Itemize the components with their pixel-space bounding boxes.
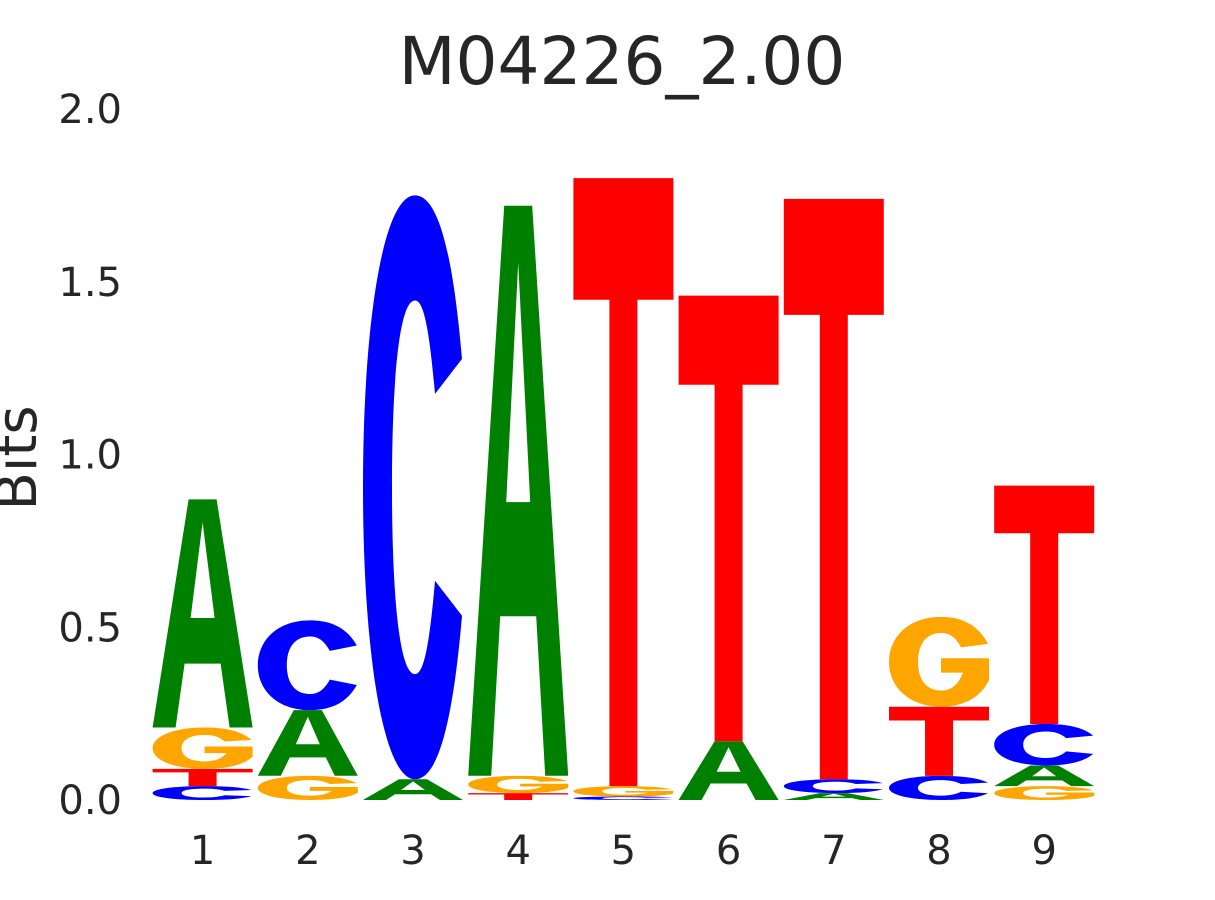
logo-letter-t — [678, 295, 779, 742]
x-tick-label: 1 — [190, 828, 215, 874]
logo-letter-t — [573, 178, 674, 787]
x-tick-label: 8 — [926, 828, 951, 874]
logo-letter-c — [257, 620, 357, 711]
logo-letter-c — [573, 796, 673, 800]
logo-letter-c — [994, 723, 1094, 766]
x-tick-label: 7 — [821, 828, 846, 874]
logo-letter-a — [363, 779, 463, 800]
x-tick-label: 3 — [400, 828, 425, 874]
logo-letter-c — [363, 195, 462, 780]
logo-letter-a — [468, 205, 569, 776]
logo-letter-a — [783, 793, 884, 800]
logo-letter-t — [889, 706, 989, 776]
chart-title: M04226_2.00 — [399, 23, 846, 100]
x-tick-label: 4 — [505, 828, 530, 874]
logo-letter-g — [152, 727, 253, 769]
y-axis-label: Bits — [0, 405, 50, 510]
x-tick-label: 6 — [716, 828, 741, 874]
logo-letter-g — [468, 775, 569, 794]
logo-letter-g — [994, 786, 1095, 800]
x-tick-label: 2 — [295, 828, 320, 874]
logo-letter-a — [994, 765, 1095, 787]
logo-letter-a — [152, 499, 253, 728]
y-axis-ticks: 0.0 0.5 1.0 1.5 2.0 — [58, 87, 122, 824]
logo-letter-a — [257, 710, 358, 776]
logo-letter-c — [889, 775, 988, 801]
logo-letter-g — [257, 775, 358, 801]
y-tick-label: 1.5 — [58, 260, 122, 306]
letter-stacks — [152, 178, 1095, 801]
y-tick-label: 2.0 — [58, 87, 122, 133]
x-tick-label: 9 — [1031, 828, 1056, 874]
logo-letter-t — [783, 198, 884, 780]
logo-letter-t — [994, 485, 1095, 724]
x-axis-ticks: 1 2 3 4 5 6 7 8 9 — [190, 828, 1057, 874]
logo-letter-t — [468, 793, 569, 800]
logo-letter-a — [678, 741, 779, 800]
logo-letter-c — [783, 779, 883, 794]
x-tick-label: 5 — [611, 828, 636, 874]
logo-letter-g — [889, 616, 989, 707]
logo-letter-t — [152, 768, 253, 787]
y-tick-label: 0.0 — [58, 778, 122, 824]
logo-letter-c — [152, 786, 252, 800]
logo-letter-g — [573, 786, 674, 797]
y-tick-label: 0.5 — [58, 605, 122, 651]
y-tick-label: 1.0 — [58, 433, 122, 479]
